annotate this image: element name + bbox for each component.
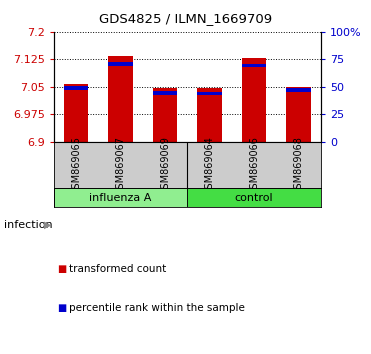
- Bar: [64, 84, 88, 142]
- Bar: [108, 62, 133, 65]
- Bar: [286, 88, 311, 92]
- Text: GSM869065: GSM869065: [71, 136, 81, 195]
- Bar: [242, 58, 266, 142]
- Text: percentile rank within the sample: percentile rank within the sample: [69, 303, 244, 313]
- Bar: [286, 87, 311, 142]
- Bar: [153, 91, 177, 95]
- Bar: [108, 56, 133, 142]
- Bar: [64, 86, 88, 90]
- Bar: [197, 92, 222, 95]
- Text: ▶: ▶: [44, 220, 51, 230]
- Text: control: control: [235, 193, 273, 203]
- Text: infection: infection: [4, 220, 52, 230]
- Text: GSM869067: GSM869067: [116, 136, 125, 195]
- Text: GSM869068: GSM869068: [294, 136, 303, 195]
- Text: GSM869064: GSM869064: [205, 136, 214, 195]
- Text: ■: ■: [58, 264, 67, 274]
- Text: GSM869069: GSM869069: [160, 136, 170, 195]
- Text: GDS4825 / ILMN_1669709: GDS4825 / ILMN_1669709: [99, 12, 272, 25]
- Bar: [197, 88, 222, 142]
- Text: GSM869066: GSM869066: [249, 136, 259, 195]
- Text: ■: ■: [58, 303, 67, 313]
- Text: transformed count: transformed count: [69, 264, 166, 274]
- Bar: [187, 188, 321, 207]
- Bar: [242, 64, 266, 68]
- Bar: [54, 188, 187, 207]
- Text: influenza A: influenza A: [89, 193, 152, 203]
- Bar: [153, 88, 177, 142]
